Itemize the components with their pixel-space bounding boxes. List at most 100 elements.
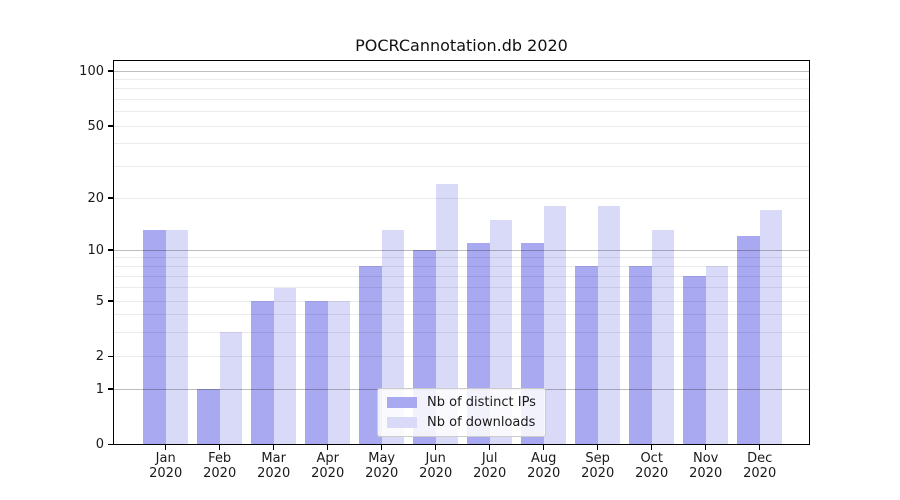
x-tick-month: Mar [261, 451, 286, 466]
gridline-minor-70 [113, 98, 810, 100]
bar-nb-of-downloads-feb [219, 332, 242, 445]
y-tick-1 [108, 388, 113, 390]
legend-item-nb-of-downloads: Nb of downloads [387, 415, 536, 430]
gridline-minor-7 [113, 275, 810, 277]
bar-nb-of-distinct-ips-nov [683, 276, 706, 445]
y-tick-10 [108, 249, 113, 251]
x-tick-label-dec: Dec 2020 [733, 451, 787, 481]
legend-swatch-nb-of-downloads [387, 417, 417, 428]
y-tick-5 [108, 300, 113, 302]
legend: Nb of distinct IPs Nb of downloads [377, 388, 546, 437]
x-tick-month: Nov [693, 451, 719, 466]
x-tick-sep [597, 445, 599, 450]
x-tick-month: Jul [481, 451, 498, 466]
bar-nb-of-downloads-dec [759, 210, 782, 445]
x-tick-month: Apr [316, 451, 339, 466]
y-tick-label-1: 1 [95, 381, 104, 397]
bar-nb-of-distinct-ips-oct [629, 266, 652, 445]
y-tick-label-2: 2 [95, 349, 104, 365]
y-tick-50 [108, 125, 113, 127]
y-tick-100 [108, 70, 113, 72]
bar-nb-of-downloads-jan [165, 230, 188, 445]
x-tick-year: 2020 [365, 465, 399, 481]
x-tick-month: Sep [585, 451, 610, 466]
x-tick-label-oct: Oct 2020 [625, 451, 679, 481]
bar-nb-of-downloads-sep [597, 205, 620, 445]
x-tick-year: 2020 [257, 465, 291, 481]
x-tick-month: Jun [425, 451, 446, 466]
legend-swatch-nb-of-distinct-ips [387, 397, 417, 408]
x-tick-year: 2020 [581, 465, 615, 481]
y-tick-label-10: 10 [87, 242, 104, 258]
gridline-minor-8 [113, 265, 810, 267]
legend-label-nb-of-downloads: Nb of downloads [427, 415, 536, 430]
x-tick-month: Aug [530, 451, 557, 466]
x-tick-year: 2020 [527, 465, 561, 481]
x-tick-may [381, 445, 383, 450]
y-tick-label-100: 100 [79, 63, 104, 79]
x-tick-jun [435, 445, 437, 450]
gridline-minor-40 [113, 143, 810, 145]
x-tick-label-jul: Jul 2020 [463, 451, 517, 481]
bar-nb-of-downloads-jun [435, 183, 458, 445]
gridline-minor-6 [113, 287, 810, 289]
y-tick-label-20: 20 [87, 190, 104, 206]
x-tick-label-sep: Sep 2020 [571, 451, 625, 481]
y-tick-label-0: 0 [95, 437, 104, 452]
bar-nb-of-distinct-ips-jan [143, 230, 166, 445]
x-tick-month: Feb [208, 451, 232, 466]
bar-nb-of-distinct-ips-may [359, 266, 382, 445]
x-tick-year: 2020 [311, 465, 345, 481]
x-tick-month: Dec [747, 451, 773, 466]
y-tick-2 [108, 356, 113, 358]
x-tick-label-jan: Jan 2020 [139, 451, 193, 481]
x-tick-label-apr: Apr 2020 [301, 451, 355, 481]
gridline-minor-90 [113, 78, 810, 80]
x-tick-jan [165, 445, 167, 450]
bar-nb-of-downloads-apr [327, 301, 350, 445]
y-tick-label-5: 5 [95, 293, 104, 309]
x-tick-year: 2020 [743, 465, 777, 481]
x-tick-label-nov: Nov 2020 [679, 451, 733, 481]
gridline-minor-2 [113, 356, 810, 358]
x-tick-label-aug: Aug 2020 [517, 451, 571, 481]
y-tick-0 [108, 443, 113, 446]
legend-item-nb-of-distinct-ips: Nb of distinct IPs [387, 395, 536, 410]
bar-nb-of-downloads-mar [273, 287, 296, 445]
bar-nb-of-downloads-oct [651, 230, 674, 445]
x-tick-month: May [368, 451, 396, 466]
gridline-minor-3 [113, 331, 810, 333]
x-tick-month: Oct [640, 451, 663, 466]
chart-title: POCRCannotation.db 2020 [355, 36, 568, 55]
x-tick-oct [651, 445, 653, 450]
gridline-minor-60 [113, 111, 810, 113]
bar-nb-of-distinct-ips-sep [575, 266, 598, 445]
bar-nb-of-downloads-nov [705, 266, 728, 445]
gridline-minor-80 [113, 88, 810, 90]
x-tick-label-feb: Feb 2020 [193, 451, 247, 481]
x-tick-feb [219, 445, 221, 450]
bar-nb-of-distinct-ips-apr [305, 301, 328, 445]
gridline-minor-4 [113, 314, 810, 316]
gridline-minor-30 [113, 165, 810, 167]
x-tick-year: 2020 [473, 465, 507, 481]
gridline-minor-50 [113, 125, 810, 127]
x-tick-label-may: May 2020 [355, 451, 409, 481]
legend-label-nb-of-distinct-ips: Nb of distinct IPs [427, 395, 536, 410]
bar-nb-of-downloads-aug [543, 205, 566, 445]
gridline-minor-20 [113, 197, 810, 199]
bar-nb-of-distinct-ips-feb [197, 389, 220, 445]
x-tick-year: 2020 [149, 465, 183, 481]
x-tick-year: 2020 [635, 465, 669, 481]
x-tick-nov [705, 445, 707, 450]
x-tick-jul [489, 445, 491, 450]
y-tick-20 [108, 197, 113, 199]
x-tick-year: 2020 [203, 465, 237, 481]
x-tick-label-mar: Mar 2020 [247, 451, 301, 481]
gridline-major-10 [113, 249, 810, 251]
x-tick-dec [759, 445, 761, 450]
x-tick-apr [327, 445, 329, 450]
x-tick-mar [273, 445, 275, 450]
y-tick-label-50: 50 [87, 118, 104, 134]
